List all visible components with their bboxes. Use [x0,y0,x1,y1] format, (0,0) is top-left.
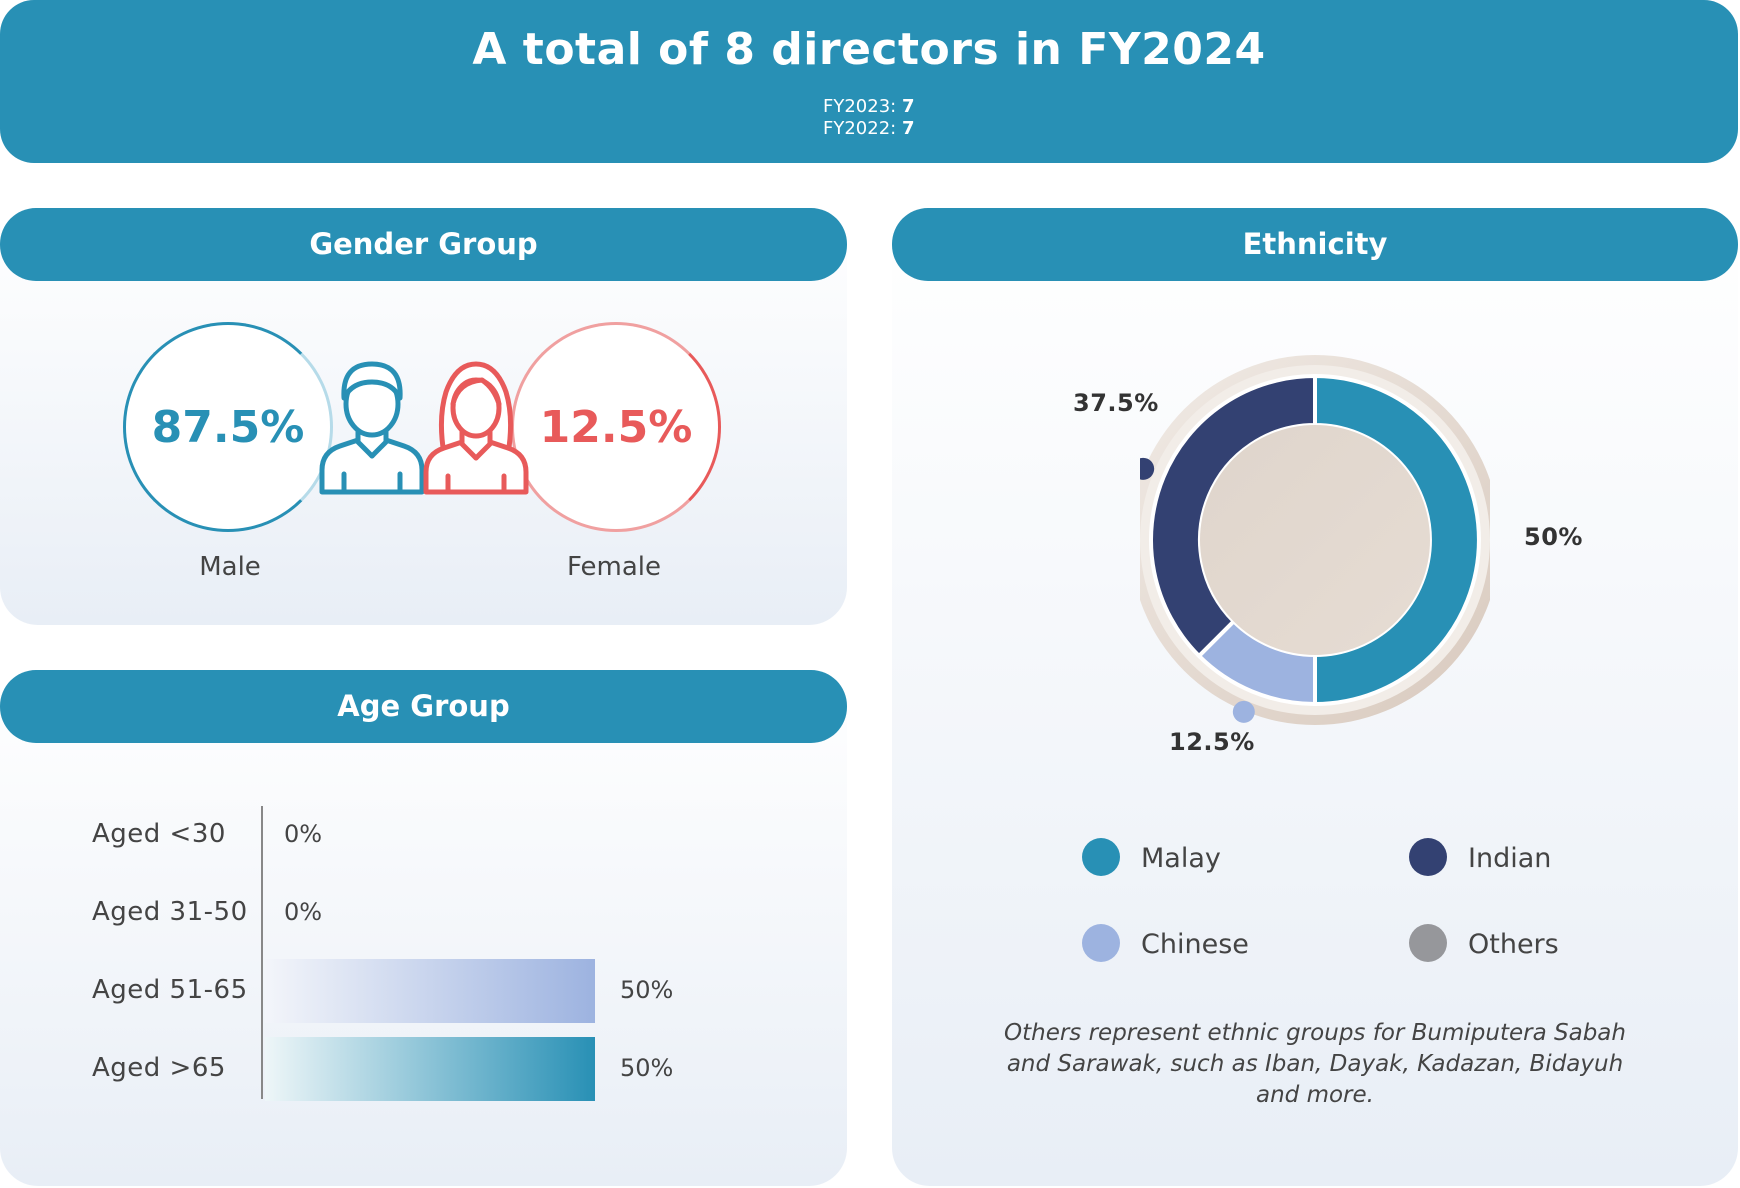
fy2022-label: FY2022: [823,118,902,139]
ethnicity-donut-chart [1140,355,1490,725]
age-bar [265,1037,595,1101]
donut-center [1200,425,1430,655]
gender-heading: Gender Group [0,208,847,281]
age-panel [0,670,847,1186]
legend-dot-indian [1409,838,1447,876]
legend-label-indian: Indian [1468,843,1552,874]
male-percent: 87.5% [151,401,305,453]
chinese-percent-label: 12.5% [1169,728,1255,756]
age-value-label: 50% [620,976,674,1004]
donut-marker-chinese [1232,700,1255,723]
malay-percent-label: 50% [1524,523,1583,551]
fy2023-label: FY2023: [823,96,902,117]
legend-label-others: Others [1468,929,1559,960]
ethnicity-heading: Ethnicity [892,208,1738,281]
legend-label-chinese: Chinese [1141,929,1249,960]
age-heading: Age Group [0,670,847,743]
donut-marker-indian [1140,457,1155,480]
header-banner: A total of 8 directors in FY2024 FY2023:… [0,0,1738,163]
indian-percent-label: 37.5% [1073,389,1159,417]
age-bar [265,959,595,1023]
age-label: Aged >65 [92,1053,226,1083]
age-value-label: 50% [620,1054,674,1082]
page-title: A total of 8 directors in FY2024 [472,24,1266,75]
age-value-label: 0% [284,898,323,926]
age-value-label: 0% [284,820,323,848]
legend-dot-others [1409,924,1447,962]
legend-dot-malay [1082,838,1120,876]
age-axis-line [261,806,263,1099]
age-label: Aged 51-65 [92,975,248,1005]
female-circle: 12.5% [511,322,721,532]
fy2022-value: 7 [901,118,915,139]
legend-dot-chinese [1082,924,1120,962]
fy2023-value: 7 [901,96,915,117]
female-caption: Female [566,552,661,582]
male-person-icon [319,361,425,495]
male-caption: Male [199,552,261,582]
legend-label-malay: Malay [1141,843,1221,874]
donut-slice-malay [1313,373,1481,707]
female-person-icon [423,361,529,495]
fy2022-line: FY2022: 7 [823,118,914,139]
fy2023-line: FY2023: 7 [823,96,914,117]
age-label: Aged 31-50 [92,897,248,927]
age-label: Aged <30 [92,819,226,849]
male-circle: 87.5% [123,322,333,532]
ethnicity-footnote: Others represent ethnic groups for Bumip… [1004,1020,1626,1108]
female-percent: 12.5% [539,401,693,453]
